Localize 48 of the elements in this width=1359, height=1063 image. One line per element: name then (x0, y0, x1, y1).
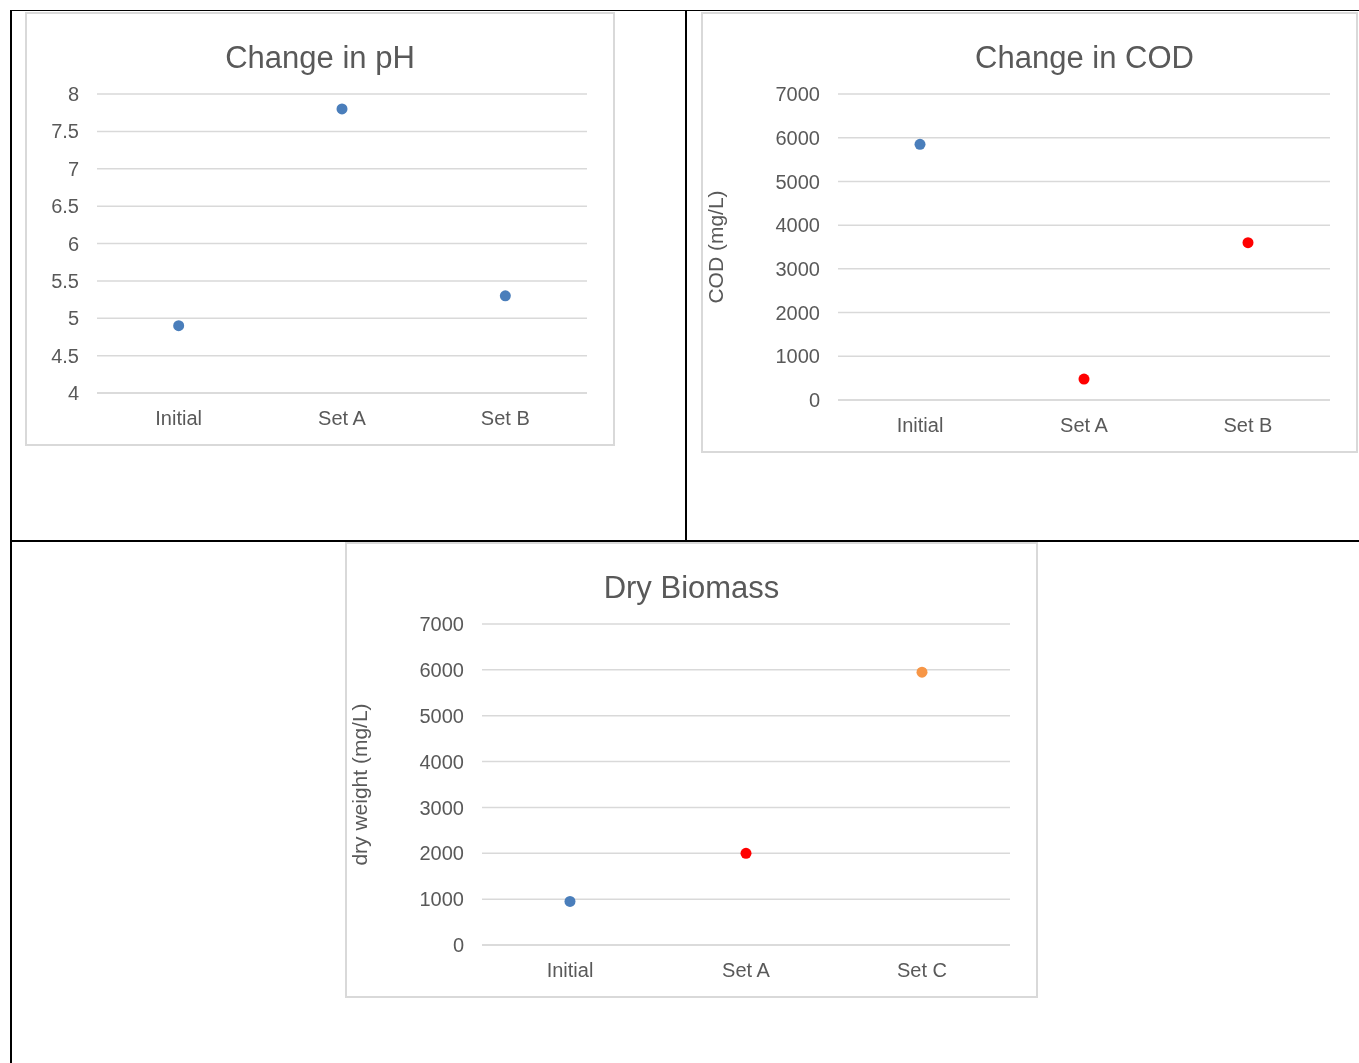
x-tick-label: Set B (480, 407, 530, 430)
y-tick-label: 2000 (775, 301, 820, 324)
y-tick-label: 0 (452, 934, 464, 957)
y-tick-label: 0 (808, 389, 820, 412)
y-tick-label: 6.5 (51, 195, 79, 218)
x-tick-label: Set A (318, 407, 367, 430)
chart-title: Change in pH (224, 39, 416, 77)
y-tick-label: 3000 (775, 257, 820, 280)
y-axis-title: COD (mg/L) (704, 190, 728, 304)
y-tick-label: 5000 (419, 704, 464, 727)
x-tick-label: Set B (1223, 414, 1273, 437)
y-tick-label: 3000 (419, 796, 464, 819)
y-tick-label: 8 (67, 83, 79, 106)
y-tick-label: 5 (67, 307, 79, 330)
y-tick-label: 7.5 (51, 120, 79, 143)
point (914, 138, 926, 150)
x-tick-label: Initial (896, 414, 944, 437)
x-tick-label: Initial (155, 407, 203, 430)
point (1078, 373, 1090, 385)
y-tick-label: 6000 (419, 658, 464, 681)
y-tick-label: 6000 (775, 126, 820, 149)
y-tick-label: 4000 (419, 750, 464, 773)
y-tick-label: 4000 (775, 214, 820, 237)
y-tick-label: 7000 (419, 613, 464, 636)
y-tick-label: 5.5 (51, 269, 79, 292)
y-axis-title: dry weight (mg/L) (348, 703, 372, 866)
point (336, 103, 348, 115)
y-tick-label: 1000 (775, 345, 820, 368)
point (499, 290, 511, 302)
x-tick-label: Set A (1060, 414, 1109, 437)
y-tick-label: 2000 (419, 842, 464, 865)
x-tick-label: Initial (546, 959, 594, 982)
point (173, 320, 185, 332)
y-tick-label: 6 (67, 232, 79, 255)
y-tick-label: 5000 (775, 170, 820, 193)
x-tick-label: Set C (896, 959, 948, 982)
y-tick-label: 1000 (419, 888, 464, 911)
point (1242, 237, 1254, 249)
chart-title: Dry Biomass (602, 569, 781, 607)
y-tick-label: 7000 (775, 83, 820, 106)
y-tick-label: 4.5 (51, 344, 79, 367)
point (740, 847, 752, 859)
point (916, 666, 928, 678)
point (564, 895, 576, 907)
chart-title: Change in COD (974, 39, 1195, 77)
y-tick-label: 4 (67, 382, 79, 405)
y-tick-label: 7 (67, 157, 79, 180)
x-tick-label: Set A (722, 959, 771, 982)
